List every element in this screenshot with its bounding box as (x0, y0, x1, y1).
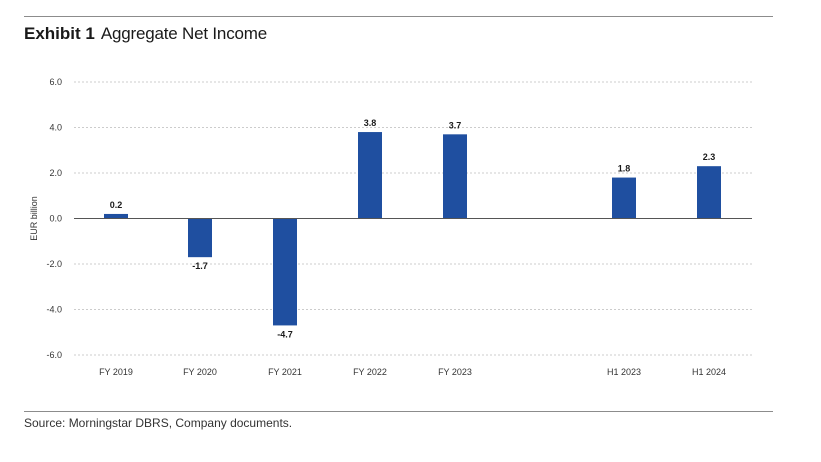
bar (358, 132, 382, 219)
bar (443, 134, 467, 219)
x-tick-label: FY 2019 (99, 367, 133, 377)
source-note: Source: Morningstar DBRS, Company docume… (24, 416, 293, 430)
data-label: -1.7 (192, 261, 208, 271)
x-tick-label: H1 2024 (692, 367, 726, 377)
bar (612, 177, 636, 219)
data-label: 2.3 (703, 152, 716, 162)
y-tick-label: 4.0 (49, 123, 62, 133)
x-tick-label: FY 2021 (268, 367, 302, 377)
bar (273, 218, 297, 326)
x-tick-label: H1 2023 (607, 367, 641, 377)
y-axis-label: EUR billion (29, 196, 39, 241)
data-label: 0.2 (110, 200, 123, 210)
x-tick-label: FY 2020 (183, 367, 217, 377)
data-label: 3.7 (449, 120, 462, 130)
data-label: -4.7 (277, 329, 293, 339)
y-tick-label: 6.0 (49, 77, 62, 87)
top-rule (24, 16, 773, 17)
y-tick-label: -2.0 (46, 259, 62, 269)
exhibit-label: Exhibit 1 (24, 24, 95, 43)
x-tick-label: FY 2022 (353, 367, 387, 377)
y-tick-label: -6.0 (46, 350, 62, 360)
y-tick-label: -4.0 (46, 305, 62, 315)
y-tick-label: 0.0 (49, 214, 62, 224)
exhibit-title: Exhibit 1 Aggregate Net Income (24, 24, 267, 44)
data-label: 3.8 (364, 118, 377, 128)
bar (697, 166, 721, 219)
exhibit-subtitle: Aggregate Net Income (100, 24, 267, 43)
data-label: 1.8 (618, 164, 631, 174)
y-tick-label: 2.0 (49, 168, 62, 178)
bar (104, 213, 128, 219)
x-tick-label: FY 2023 (438, 367, 472, 377)
bar (188, 218, 212, 258)
bottom-rule (24, 411, 773, 412)
